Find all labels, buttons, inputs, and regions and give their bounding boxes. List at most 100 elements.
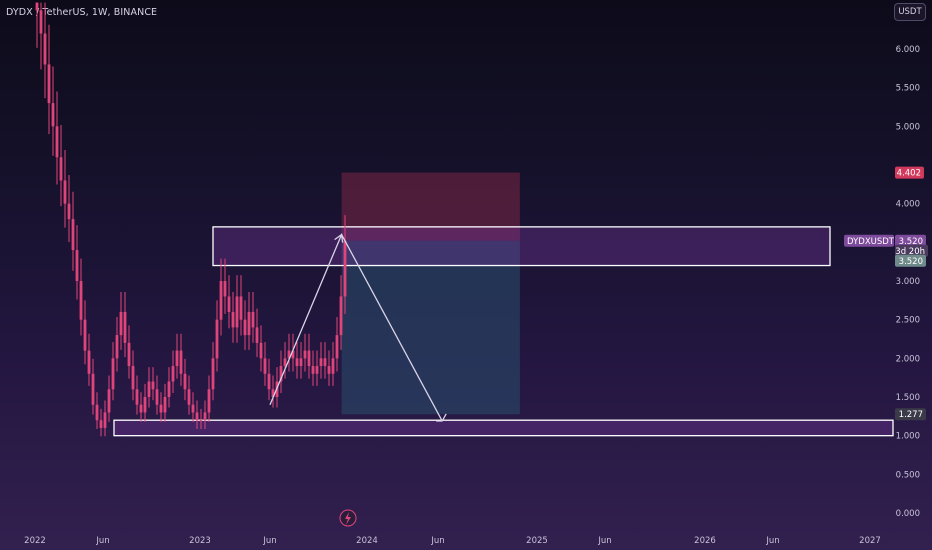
candle <box>83 300 87 365</box>
candle <box>103 400 107 437</box>
candle <box>43 2 47 99</box>
candle <box>287 333 291 372</box>
candle <box>307 333 311 379</box>
candle-body <box>311 366 315 374</box>
candle-body <box>155 389 159 405</box>
candle-body <box>99 420 103 428</box>
candle <box>171 350 175 394</box>
candle-body <box>151 381 155 390</box>
zones-layer <box>113 172 894 437</box>
candle <box>203 400 207 430</box>
current-price-tag-2[interactable]: 3.520 <box>895 254 926 267</box>
candle-body <box>75 250 79 281</box>
candle-body <box>259 342 263 359</box>
candle <box>95 392 99 430</box>
short-stop-zone[interactable] <box>341 172 520 241</box>
candle-body <box>183 373 187 390</box>
candle <box>247 291 251 350</box>
candle <box>115 317 119 372</box>
support-zone-box[interactable] <box>113 419 894 437</box>
support-price-tag[interactable]: 1.277 <box>895 408 926 421</box>
candle-body <box>83 319 87 351</box>
candle-body <box>179 350 183 374</box>
countdown-tag[interactable]: 3d 20h <box>895 244 928 257</box>
current-price-tag-2-bg <box>895 254 926 267</box>
candle <box>187 375 191 415</box>
currency-button[interactable]: USDT <box>894 3 926 21</box>
candle-body <box>107 389 111 413</box>
countdown-tag-bg <box>895 244 928 257</box>
candle-body <box>239 296 243 320</box>
candle-body <box>303 350 307 359</box>
candle-body <box>139 404 143 413</box>
price-axis[interactable]: 0.000 0.500 1.000 1.500 2.000 2.500 3.000 4.000… <box>896 45 920 519</box>
y-tick-label: 1.500 <box>896 393 920 403</box>
short-target-zone[interactable] <box>341 240 520 415</box>
candle-body <box>335 335 339 359</box>
bottom-badge <box>339 509 357 527</box>
y-tick-label: 1.000 <box>896 432 920 442</box>
candle <box>111 342 115 401</box>
candle <box>315 350 319 386</box>
x-tick-label: 2025 <box>526 536 548 546</box>
candle-body <box>203 412 207 421</box>
candle-body <box>263 358 267 374</box>
candle-body <box>111 358 115 390</box>
candle <box>99 408 103 437</box>
candle <box>255 308 259 358</box>
candle <box>263 342 267 386</box>
x-tick-label: Jun <box>765 536 779 546</box>
candle-body <box>319 358 323 367</box>
candle-body <box>199 420 203 422</box>
candle-body <box>247 311 251 336</box>
candle <box>135 375 139 415</box>
candle <box>267 358 271 401</box>
candle-body <box>175 350 179 367</box>
candle <box>155 375 159 415</box>
candle-body <box>39 10 43 34</box>
candle <box>291 333 295 372</box>
candle <box>343 215 347 314</box>
candle <box>147 367 151 408</box>
current-price-tag-bg <box>895 234 926 247</box>
candle-body <box>243 319 247 336</box>
candle-body <box>63 180 67 204</box>
candle-body <box>67 203 71 220</box>
time-axis[interactable]: 2022 Jun 2023 Jun 2024 Jun 2025 Jun 2026 Jun 2027 <box>24 536 881 546</box>
resistance-zone-box[interactable] <box>212 226 831 267</box>
candle-body <box>255 327 259 343</box>
path-arrowhead-end <box>436 413 447 422</box>
candle <box>55 91 59 185</box>
candle-body <box>159 404 163 413</box>
candle <box>299 342 303 379</box>
stop-price-tag-text: 4.402 <box>897 169 921 179</box>
candle-body <box>191 404 195 413</box>
candle-body <box>231 311 235 328</box>
y-tick-label: 2.500 <box>896 316 920 326</box>
y-tick-label: 5.500 <box>896 84 920 94</box>
candle <box>35 2 39 48</box>
x-tick-label: 2024 <box>356 536 378 546</box>
candle <box>207 375 211 422</box>
candle-body <box>291 350 295 359</box>
stop-price-tag[interactable]: 4.402 <box>895 166 924 179</box>
candle <box>243 300 247 350</box>
symbol-tag-text: DYDXUSDT <box>847 237 895 247</box>
candle <box>295 342 299 379</box>
candle <box>231 291 235 343</box>
candle-body <box>235 296 239 328</box>
x-tick-label: Jun <box>430 536 444 546</box>
candle <box>119 291 123 350</box>
candle-body <box>127 342 131 367</box>
candle <box>311 350 315 386</box>
current-price-tag[interactable]: 3.520 <box>895 234 926 247</box>
candle-body <box>187 389 191 405</box>
candle <box>283 342 287 379</box>
x-tick-label: Jun <box>597 536 611 546</box>
candle <box>327 350 331 386</box>
support-price-tag-text: 1.277 <box>899 410 923 420</box>
candle <box>67 175 71 243</box>
candle-body <box>163 397 167 413</box>
symbol-tag[interactable]: DYDXUSDT <box>844 234 895 247</box>
